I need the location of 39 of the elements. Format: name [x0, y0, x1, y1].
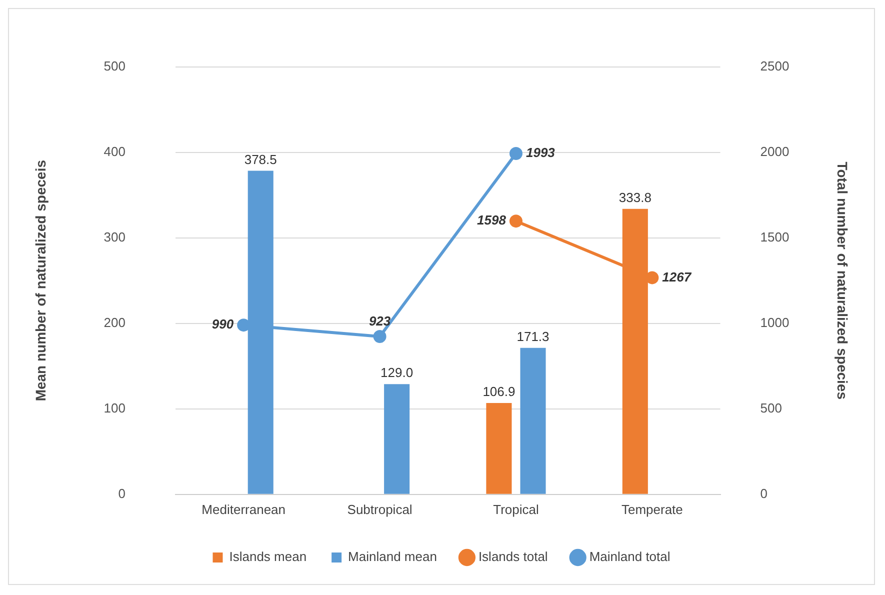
- y2-tick-label: 2000: [760, 144, 790, 159]
- y2-axis-title: Total number of naturalized species: [834, 162, 851, 400]
- data-label: 1993: [526, 145, 556, 160]
- x-tick-label: Temperate: [621, 502, 683, 517]
- data-label: 378.5: [244, 152, 277, 167]
- x-tick-label: Subtropical: [347, 502, 412, 517]
- bar: [520, 348, 546, 494]
- y2-tick-label: 1000: [760, 314, 790, 330]
- y-tick-label: 100: [104, 400, 126, 416]
- data-label: 1598: [477, 212, 507, 228]
- legend-label: Islands mean: [229, 549, 307, 564]
- y-axis-title: Mean number of naturalized speceis: [32, 160, 48, 402]
- y2-tick-label: 1500: [760, 229, 790, 244]
- data-label: 990: [212, 316, 234, 332]
- data-label: 106.9: [482, 384, 516, 400]
- data-label: 129.0: [380, 365, 414, 380]
- y2-tick-label: 2500: [760, 58, 790, 74]
- legend-label: Mainland total: [589, 549, 670, 564]
- data-label: 1267: [662, 269, 692, 284]
- y-tick-label: 400: [104, 144, 126, 159]
- y-tick-label: 200: [104, 314, 126, 330]
- legend-label: Islands total: [478, 549, 548, 564]
- point: [373, 330, 386, 344]
- bar: [486, 402, 512, 494]
- x-tick-label: Mediterranean: [202, 502, 286, 517]
- y2-tick-label: 0: [760, 486, 768, 501]
- y-tick-label: 0: [118, 486, 126, 501]
- point: [509, 147, 522, 160]
- data-label: 923: [368, 314, 392, 329]
- data-label: 333.8: [618, 190, 652, 206]
- point: [646, 271, 659, 284]
- y-tick-label: 500: [104, 58, 126, 74]
- y-tick-label: 300: [104, 229, 126, 244]
- legend-label: Mainland mean: [348, 549, 437, 564]
- point: [509, 214, 522, 228]
- x-tick-label: Tropical: [493, 502, 539, 517]
- data-label: 171.3: [516, 328, 550, 344]
- y2-tick-label: 500: [760, 400, 782, 416]
- bar: [384, 384, 410, 494]
